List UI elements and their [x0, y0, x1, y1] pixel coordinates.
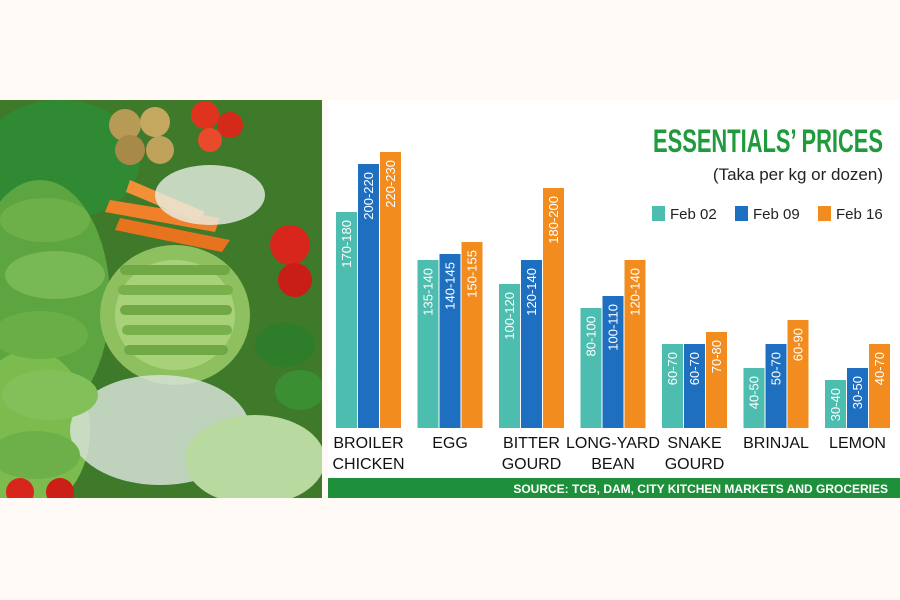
source-text: SOURCE: TCB, DAM, CITY KITCHEN MARKETS A…	[513, 482, 888, 496]
bar-6-0	[825, 380, 846, 428]
bar-6-1	[847, 368, 868, 428]
bar-value-label-1-1: 140-145	[443, 262, 458, 310]
bar-value-label-6-1: 30-50	[850, 376, 865, 409]
bar-5-2	[787, 320, 809, 428]
chart-title: ESSENTIALS’ PRICES	[653, 123, 883, 159]
bar-value-label-2-0: 100-120	[502, 292, 517, 340]
chart-subtitle: (Taka per kg or dozen)	[713, 165, 883, 184]
bar-value-label-0-2: 220-230	[383, 160, 398, 208]
bar-value-label-6-2: 40-70	[872, 352, 887, 385]
bar-value-label-0-0: 170-180	[339, 220, 354, 268]
bar-value-label-4-2: 70-80	[709, 340, 724, 373]
category-label-0-1: CHICKEN	[332, 456, 404, 473]
bar-0-1	[358, 164, 379, 428]
bar-group: 170-180 200-220 220-230 135-140 140-145 150-1…	[336, 152, 890, 428]
category-label-0-0: BROILER	[333, 435, 403, 452]
category-label-3-1: BEAN	[591, 456, 635, 473]
bar-value-label-3-1: 100-110	[606, 304, 621, 351]
legend-swatch-1	[735, 206, 748, 221]
legend-label-0: Feb 02	[670, 206, 717, 223]
category-label-3-0: LONG-YARD	[566, 435, 660, 452]
category-label-4-0: SNAKE	[667, 435, 721, 452]
bar-1-0	[417, 260, 439, 428]
legend-swatch-0	[652, 206, 665, 221]
bar-0-0	[336, 212, 357, 428]
legend-label-1: Feb 09	[753, 206, 800, 223]
vegetables-photo	[0, 100, 322, 498]
bar-6-2	[869, 344, 890, 428]
category-label-4-1: GOURD	[665, 456, 725, 473]
source-bar	[328, 478, 900, 498]
bar-value-label-4-0: 60-70	[665, 352, 680, 385]
legend-label-2: Feb 16	[836, 206, 883, 223]
legend: Feb 02 Feb 09 Feb 16	[652, 206, 883, 223]
bar-4-0	[662, 344, 683, 428]
bar-5-0	[743, 368, 765, 428]
category-label-2-1: GOURD	[502, 456, 562, 473]
bar-0-2	[380, 152, 401, 428]
bar-value-label-3-0: 80-100	[584, 316, 599, 356]
bar-value-label-2-1: 120-140	[524, 268, 539, 316]
bar-value-label-6-0: 30-40	[828, 388, 843, 421]
bar-value-label-5-0: 40-50	[747, 376, 762, 409]
bar-1-1	[439, 254, 461, 428]
category-label-5-0: BRINJAL	[743, 435, 809, 452]
bar-value-label-3-2: 120-140	[628, 268, 643, 316]
bar-value-label-0-1: 200-220	[361, 172, 376, 220]
bar-2-1	[521, 260, 542, 428]
bar-value-label-4-1: 60-70	[687, 352, 702, 385]
bar-5-1	[765, 344, 787, 428]
legend-swatch-2	[818, 206, 831, 221]
bar-3-0	[580, 308, 602, 428]
category-label-2-0: BITTER	[503, 435, 560, 452]
bar-value-label-5-2: 60-90	[791, 328, 806, 361]
bar-4-1	[684, 344, 705, 428]
bar-value-label-1-2: 150-155	[465, 250, 480, 298]
bar-2-2	[543, 188, 564, 428]
category-label-6-0: LEMON	[829, 435, 886, 452]
bar-3-1	[602, 296, 624, 428]
bar-2-0	[499, 284, 520, 428]
bar-1-2	[461, 242, 483, 428]
bar-value-label-5-1: 50-70	[769, 352, 784, 385]
category-label-1-0: EGG	[432, 435, 468, 452]
bar-4-2	[706, 332, 727, 428]
bar-value-label-1-0: 135-140	[421, 268, 436, 316]
bar-value-label-2-2: 180-200	[546, 196, 561, 244]
bar-3-2	[624, 260, 646, 428]
